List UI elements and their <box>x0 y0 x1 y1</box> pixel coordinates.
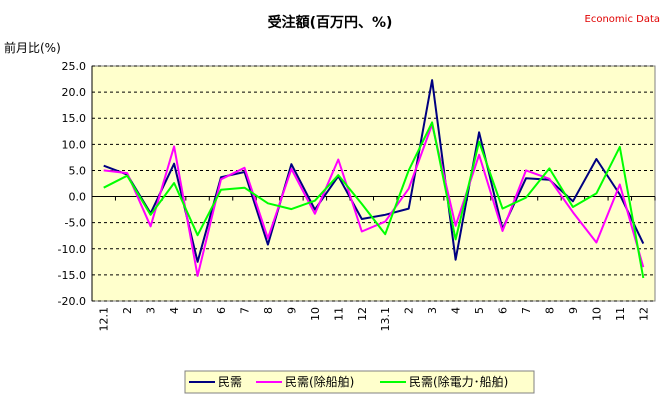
x-tick-label: 12 <box>356 307 369 321</box>
legend-label: 民需 <box>218 375 242 389</box>
x-tick-label: 3 <box>426 307 439 314</box>
x-tick-label: 11 <box>332 307 345 321</box>
x-tick-label: 5 <box>473 307 486 314</box>
y-axis-label: 前月比(%) <box>4 40 61 55</box>
x-tick-label: 12.1 <box>98 307 111 332</box>
series-line-2 <box>103 123 645 277</box>
y-tick-label: -5.0 <box>65 217 86 230</box>
x-tick-label: 4 <box>450 307 463 314</box>
x-tick-label: 4 <box>168 307 181 314</box>
x-tick-label: 11 <box>614 307 627 321</box>
x-tick-label: 2 <box>403 307 416 314</box>
legend-label: 民需(除船舶) <box>285 374 354 389</box>
y-tick-label: 0.0 <box>69 191 87 204</box>
x-tick-label: 10 <box>309 307 322 321</box>
legend-items: 民需 民需(除船舶) 民需(除電力･船舶) <box>189 374 508 389</box>
x-tick-label: 7 <box>520 307 533 314</box>
y-tick-label: 20.0 <box>62 86 87 99</box>
legend-label: 民需(除電力･船舶) <box>409 374 508 389</box>
legend <box>184 370 535 394</box>
x-tick-label: 12 <box>637 307 650 321</box>
x-tick-label: 3 <box>145 307 158 314</box>
x-tick-label: 8 <box>543 307 556 314</box>
y-tick-labels: 25.0 20.0 15.0 10.0 5.0 0.0 -5.0 -10.0 -15.0 -20.… <box>58 60 86 308</box>
x-tick-label: 9 <box>567 307 580 314</box>
x-tick-label: 6 <box>497 307 510 314</box>
series-layer <box>103 79 645 279</box>
x-tick-label: 2 <box>121 307 134 314</box>
x-tick-labels: 12.1 2 3 4 5 6 7 8 9 10 11 12 13.1 2 3 4 5 6 7 8 9 10 11 12 <box>98 307 651 332</box>
chart-title: 受注額(百万円、%) <box>268 14 393 31</box>
series-line-3 <box>103 121 645 279</box>
y-tick-label: 15.0 <box>62 112 87 125</box>
x-tick-label: 5 <box>192 307 205 314</box>
x-tick-label: 13.1 <box>379 307 392 332</box>
x-tick-label: 7 <box>238 307 251 314</box>
plot-area <box>91 65 656 302</box>
y-tick-label: -20.0 <box>58 295 86 308</box>
y-tick-label: 5.0 <box>69 164 87 177</box>
grid-layer <box>91 65 656 302</box>
source-tag: Economic Data <box>585 14 660 25</box>
x-tick-label: 9 <box>285 307 298 314</box>
y-tick-label: 10.0 <box>62 138 87 151</box>
y-tick-label: 25.0 <box>62 60 87 73</box>
x-tick-label: 10 <box>590 307 603 321</box>
x-tick-label: 8 <box>262 307 275 314</box>
x-tick-label: 6 <box>215 307 228 314</box>
y-tick-label: -15.0 <box>58 269 86 282</box>
y-tick-label: -10.0 <box>58 243 86 256</box>
